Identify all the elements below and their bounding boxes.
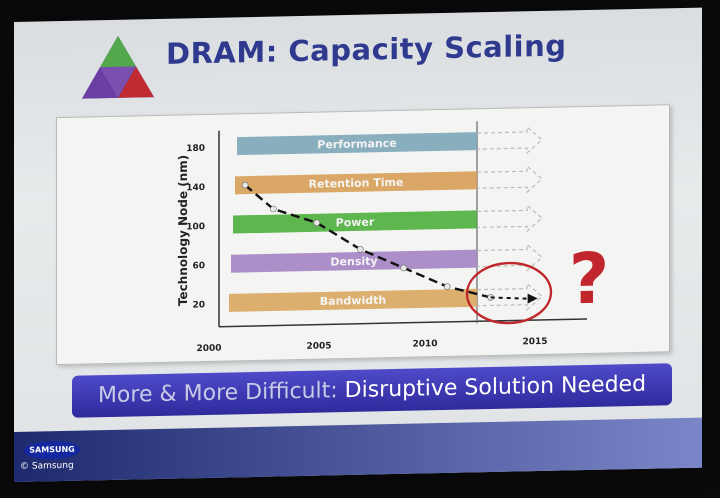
triangle-logo-icon [82,35,154,99]
banner-part2: Disruptive Solution Needed [344,371,647,404]
trend-point [313,219,321,227]
band-arrow-outline [477,125,543,155]
x-tick-label: 2010 [412,339,437,350]
band-label: Density [330,255,377,269]
y-tick-label: 20 [192,300,205,310]
band-bar [231,249,477,273]
band-label: Performance [317,137,396,152]
y-axis-label: Technology Node (nm) [176,155,190,307]
samsung-logo: SAMSUNG [24,440,80,460]
highlight-circle [465,261,553,325]
trend-point [241,181,249,189]
band-arrow-outline [477,204,543,233]
x-axis-line [219,318,587,328]
trend-point [270,205,277,213]
trend-point [400,264,408,272]
chart-panel: Technology Node (nm) 180 140 100 60 20 2000 200… [56,104,670,366]
band-label: Bandwidth [320,294,386,308]
footer-bar: SAMSUNG © Samsung [14,417,702,482]
y-tick-label: 100 [186,222,205,232]
band-arrow-outline [477,164,543,194]
band-bar [237,132,477,156]
trend-line [244,184,491,299]
projection-line [490,296,528,300]
dram-scaling-chart: Technology Node (nm)180 140 100 60 20 2000 200… [176,121,610,355]
band-bar [229,288,477,312]
x-tick-label: 2005 [306,341,331,352]
banner-part1: More & More Difficult: [97,378,345,409]
x-tick-label: 2015 [522,337,547,348]
y-tick-label: 180 [186,144,205,154]
band-arrow-outline [477,282,543,312]
trend-point [443,283,451,290]
band-bar [235,171,477,195]
projection-arrowhead [527,293,538,304]
trend-point [356,245,364,253]
projection-screen: DRAM: Capacity Scaling Technology Node (… [14,7,702,483]
conclusion-banner: More & More Difficult: Disruptive Soluti… [72,363,672,418]
band-label: Retention Time [309,176,404,191]
copyright-text: © Samsung [20,460,74,472]
y-tick-label: 140 [186,183,205,193]
band-label: Power [336,216,375,230]
slide-title: DRAM: Capacity Scaling [166,28,567,71]
y-tick-label: 60 [192,261,205,271]
question-mark: ? [569,238,610,321]
x-tick-label: 2000 [196,344,221,355]
